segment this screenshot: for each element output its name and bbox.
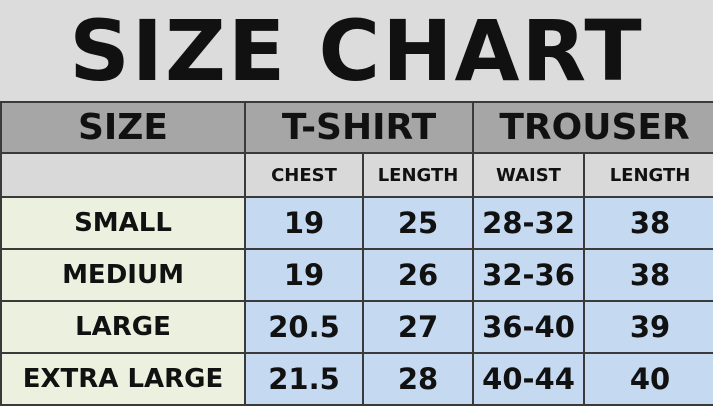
size-cell: LARGE bbox=[0, 300, 246, 354]
subheader-label: WAIST bbox=[496, 164, 561, 186]
header-tshirt: T-SHIRT bbox=[243, 101, 475, 154]
tshirt-length-cell: 27 bbox=[361, 300, 475, 354]
subheader-label: LENGTH bbox=[377, 164, 459, 186]
subheader-tshirt-length: LENGTH bbox=[361, 152, 475, 198]
chest-cell: 19 bbox=[244, 248, 364, 302]
subheader-empty bbox=[0, 152, 246, 198]
size-cell: SMALL bbox=[0, 196, 246, 250]
waist-cell: 28-32 bbox=[472, 196, 586, 250]
trouser-length-cell: 40 bbox=[583, 352, 713, 406]
size-cell: EXTRA LARGE bbox=[0, 352, 246, 406]
tshirt-length-cell: 25 bbox=[361, 196, 475, 250]
header-size: SIZE bbox=[0, 101, 246, 154]
trouser-length-cell: 39 bbox=[583, 300, 713, 354]
waist-cell: 32-36 bbox=[472, 248, 586, 302]
page-title: SIZE CHART bbox=[0, 0, 713, 101]
subheader-row: CHEST LENGTH WAIST LENGTH bbox=[0, 152, 713, 198]
table-row: EXTRA LARGE 21.5 28 40-44 40 bbox=[0, 352, 713, 406]
chest-cell: 21.5 bbox=[244, 352, 364, 406]
table-row: MEDIUM 19 26 32-36 38 bbox=[0, 248, 713, 302]
tshirt-length-cell: 26 bbox=[361, 248, 475, 302]
chest-cell: 20.5 bbox=[244, 300, 364, 354]
waist-cell: 36-40 bbox=[472, 300, 586, 354]
chest-cell: 19 bbox=[244, 196, 364, 250]
subheader-trouser-length: LENGTH bbox=[583, 152, 713, 198]
trouser-length-cell: 38 bbox=[583, 196, 713, 250]
size-chart-table: SIZE T-SHIRT TROUSER CHEST LENGTH WAIST … bbox=[0, 101, 713, 406]
header-row: SIZE T-SHIRT TROUSER bbox=[0, 101, 713, 154]
subheader-label: CHEST bbox=[271, 164, 337, 186]
tshirt-length-cell: 28 bbox=[361, 352, 475, 406]
waist-cell: 40-44 bbox=[472, 352, 586, 406]
table-row: SMALL 19 25 28-32 38 bbox=[0, 196, 713, 250]
size-cell: MEDIUM bbox=[0, 248, 246, 302]
subheader-label: LENGTH bbox=[609, 164, 691, 186]
subheader-waist: WAIST bbox=[472, 152, 586, 198]
table-row: LARGE 20.5 27 36-40 39 bbox=[0, 300, 713, 354]
subheader-chest: CHEST bbox=[244, 152, 364, 198]
header-trouser: TROUSER bbox=[472, 101, 713, 154]
trouser-length-cell: 38 bbox=[583, 248, 713, 302]
